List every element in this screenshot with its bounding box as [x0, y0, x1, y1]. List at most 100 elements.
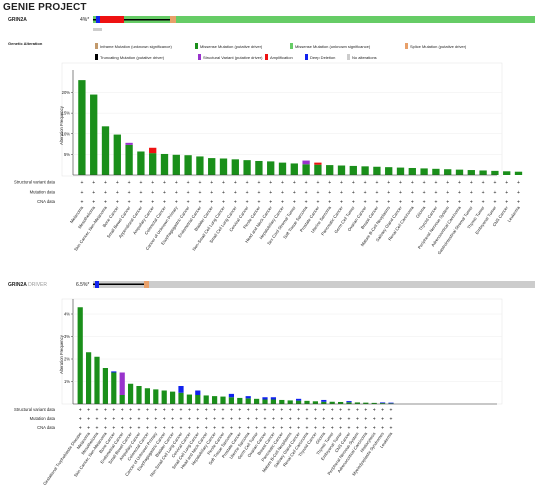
bar-mutation	[270, 399, 277, 404]
bar-mutation	[253, 398, 260, 404]
bar-mutation	[455, 169, 464, 175]
bar-mutation	[203, 395, 209, 404]
data-availability-marker: +	[458, 199, 461, 205]
data-availability-marker: +	[80, 199, 83, 205]
bar-del	[262, 397, 268, 400]
data-availability-marker: +	[340, 190, 343, 196]
frequency-label-2: 6.5%*	[76, 282, 90, 288]
bar-mutation	[491, 170, 499, 175]
data-availability-marker: +	[139, 199, 142, 205]
bar-mutation	[287, 400, 293, 404]
data-availability-marker: +	[210, 180, 213, 186]
legend-swatch	[198, 54, 201, 60]
legend-label: Truncating Mutation (putative driver)	[100, 54, 165, 60]
data-availability-marker: +	[112, 416, 115, 422]
legend-label: Structural Variant (putative driver)	[203, 54, 263, 60]
data-availability-marker: +	[79, 425, 82, 431]
data-availability-marker: +	[505, 190, 508, 196]
splice-segment-1	[170, 16, 176, 23]
data-availability-marker: +	[187, 180, 190, 186]
chart-frame-1	[61, 62, 503, 177]
data-availability-marker: +	[151, 199, 154, 205]
data-availability-marker: +	[297, 416, 300, 422]
bar-mutation	[144, 388, 151, 404]
bar-del	[178, 386, 184, 393]
y-tick-label: 3%	[64, 334, 70, 339]
bar-mutation	[111, 372, 117, 404]
data-availability-marker: +	[213, 407, 216, 413]
data-availability-marker: +	[198, 199, 201, 205]
data-availability-marker: +	[411, 180, 414, 186]
data-availability-marker: +	[306, 407, 309, 413]
data-availability-marker: +	[246, 199, 249, 205]
row-label: Structural variant data	[14, 180, 56, 185]
bar-mutation	[196, 156, 204, 175]
data-availability-marker: +	[434, 199, 437, 205]
data-availability-marker: +	[289, 416, 292, 422]
data-availability-marker: +	[87, 407, 90, 413]
data-availability-marker: +	[171, 416, 174, 422]
data-availability-marker: +	[222, 425, 225, 431]
data-availability-marker: +	[269, 190, 272, 196]
bar-mutation	[161, 390, 167, 404]
bar-mutation	[503, 171, 511, 175]
data-availability-marker: +	[163, 199, 166, 205]
bar-mutation	[195, 395, 201, 404]
data-availability-marker: +	[348, 425, 351, 431]
data-availability-marker: +	[180, 416, 183, 422]
bar-mutation	[396, 167, 405, 175]
bar-del	[388, 402, 394, 404]
data-availability-marker: +	[116, 199, 119, 205]
bar-del	[321, 399, 327, 402]
data-availability-marker: +	[434, 190, 437, 196]
legend-item: Inframe Mutation (unknown significance)	[95, 43, 172, 49]
data-availability-marker: +	[305, 199, 308, 205]
data-availability-marker: +	[352, 190, 355, 196]
data-availability-marker: +	[272, 425, 275, 431]
data-availability-marker: +	[255, 407, 258, 413]
data-availability-marker: +	[146, 407, 149, 413]
y-tick-label: 20%	[62, 90, 71, 95]
data-availability-marker: +	[255, 416, 258, 422]
y-axis-label-2: Alteration Frequency	[59, 334, 64, 374]
data-availability-marker: +	[154, 407, 157, 413]
bar-mutation	[90, 94, 98, 175]
data-availability-marker: +	[234, 199, 237, 205]
data-availability-marker: +	[328, 199, 331, 205]
data-availability-marker: +	[373, 407, 376, 413]
y-axis-label-1: Alteration Frequency	[59, 105, 64, 145]
frequency-label-1: 4%*	[80, 17, 90, 23]
data-availability-marker: +	[364, 180, 367, 186]
data-availability-marker: +	[356, 416, 359, 422]
bar-mutation	[371, 402, 377, 404]
bar-mutation	[329, 401, 335, 404]
legend-item: Deep Deletion	[305, 54, 335, 60]
bar-mutation	[208, 158, 216, 175]
data-availability-marker: +	[339, 425, 342, 431]
data-availability-marker: +	[331, 416, 334, 422]
data-availability-marker: +	[280, 425, 283, 431]
data-availability-marker: +	[517, 190, 520, 196]
data-availability-marker: +	[264, 425, 267, 431]
data-availability-marker: +	[399, 180, 402, 186]
bar-mutation	[77, 307, 83, 404]
data-availability-marker: +	[458, 180, 461, 186]
data-availability-marker: +	[493, 180, 496, 186]
data-availability-marker: +	[390, 425, 393, 431]
data-availability-marker: +	[257, 180, 260, 186]
bar-mutation	[219, 158, 228, 175]
data-availability-marker: +	[482, 199, 485, 205]
bar-mutation	[420, 168, 428, 175]
data-availability-marker: +	[163, 180, 166, 186]
splice-segment-2	[144, 281, 149, 288]
gene-label-1: GRIN2A	[8, 17, 27, 23]
data-availability-marker: +	[121, 416, 124, 422]
data-availability-marker: +	[352, 199, 355, 205]
data-availability-marker: +	[373, 416, 376, 422]
data-availability-marker: +	[112, 407, 115, 413]
data-availability-marker: +	[356, 407, 359, 413]
data-availability-marker: +	[213, 425, 216, 431]
data-availability-marker: +	[328, 180, 331, 186]
data-availability-marker: +	[293, 180, 296, 186]
data-availability-marker: +	[238, 407, 241, 413]
